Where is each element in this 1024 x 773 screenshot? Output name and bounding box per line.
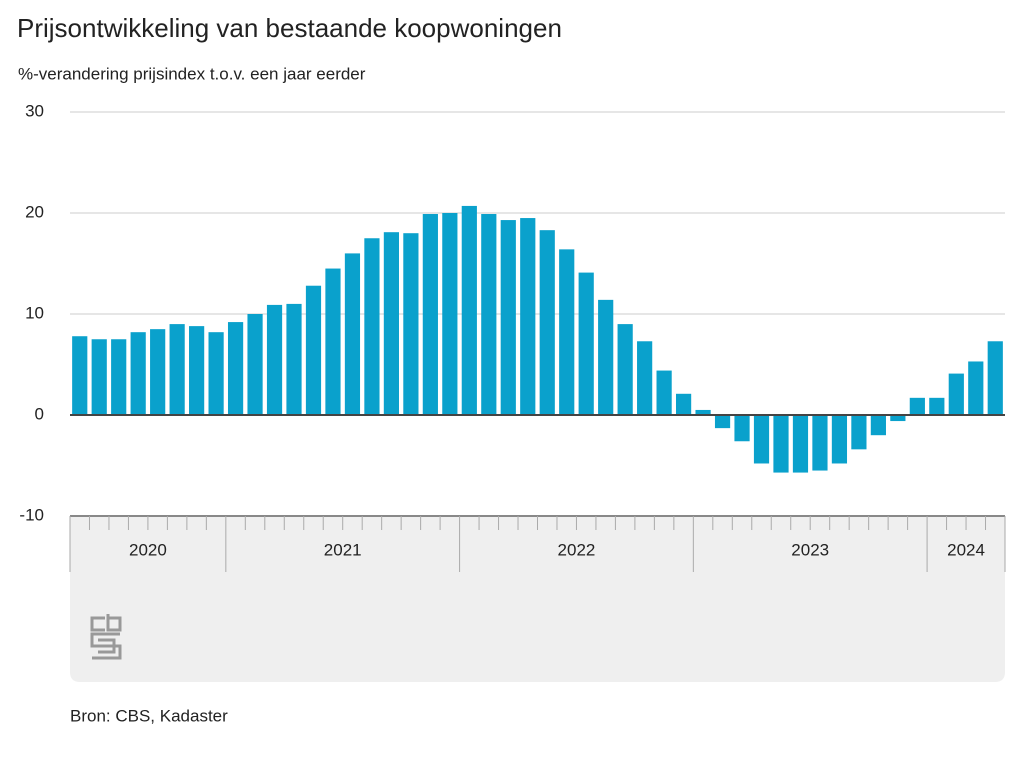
bar bbox=[870, 415, 886, 436]
bar bbox=[929, 397, 945, 415]
bar bbox=[695, 409, 711, 415]
bar bbox=[753, 415, 770, 464]
bar bbox=[227, 322, 244, 415]
bar bbox=[403, 233, 419, 415]
bar bbox=[675, 393, 692, 415]
x-tick-label: 2023 bbox=[791, 540, 829, 559]
bar bbox=[831, 415, 848, 464]
bar bbox=[305, 285, 322, 415]
y-tick-label: 10 bbox=[25, 303, 44, 322]
bar bbox=[890, 415, 906, 422]
bar bbox=[461, 205, 477, 415]
bar bbox=[383, 232, 400, 415]
bar bbox=[909, 397, 925, 415]
source: Bron: CBS, Kadaster bbox=[70, 706, 228, 725]
bar bbox=[111, 339, 127, 415]
bar bbox=[948, 373, 964, 415]
bar bbox=[169, 324, 185, 415]
bar bbox=[500, 220, 516, 415]
chart-subtitle: %-verandering prijsindex t.o.v. een jaar… bbox=[18, 64, 366, 83]
bar bbox=[150, 329, 166, 415]
bar bbox=[325, 268, 341, 415]
logo bbox=[90, 614, 122, 660]
chart-title: Prijsontwikkeling van bestaande koopwoni… bbox=[17, 13, 562, 43]
bar bbox=[559, 249, 575, 415]
bar bbox=[792, 415, 809, 473]
bar bbox=[714, 415, 731, 429]
bar bbox=[773, 415, 789, 473]
bar bbox=[481, 214, 497, 415]
axis-panel bbox=[70, 516, 1005, 682]
x-tick-label: 2020 bbox=[129, 540, 167, 559]
bar bbox=[130, 332, 146, 415]
bar bbox=[987, 341, 1003, 415]
x-tick-label: 2021 bbox=[324, 540, 362, 559]
bar bbox=[422, 214, 438, 415]
bar bbox=[598, 299, 614, 415]
bar bbox=[637, 341, 653, 415]
bar bbox=[208, 332, 224, 415]
bar bbox=[364, 238, 380, 415]
x-tick-label: 2024 bbox=[947, 540, 985, 559]
bar bbox=[266, 304, 283, 415]
bar bbox=[539, 230, 555, 415]
x-tick-label: 2022 bbox=[558, 540, 596, 559]
bar bbox=[851, 415, 867, 450]
y-tick-label: 0 bbox=[35, 404, 44, 423]
bar bbox=[578, 272, 594, 415]
bar bbox=[812, 415, 828, 471]
bar bbox=[968, 361, 984, 415]
y-tick-label: -10 bbox=[19, 505, 44, 524]
y-tick-label: 30 bbox=[25, 101, 44, 120]
bar bbox=[189, 326, 205, 415]
bar bbox=[72, 336, 88, 415]
bar bbox=[344, 253, 361, 415]
bar bbox=[656, 370, 672, 415]
bar bbox=[91, 339, 107, 415]
y-tick-label: 20 bbox=[25, 202, 44, 221]
bar bbox=[617, 324, 633, 415]
bar bbox=[442, 213, 458, 415]
bar bbox=[734, 415, 750, 442]
bar bbox=[286, 303, 302, 415]
bar bbox=[520, 218, 536, 415]
bar bbox=[247, 314, 263, 415]
